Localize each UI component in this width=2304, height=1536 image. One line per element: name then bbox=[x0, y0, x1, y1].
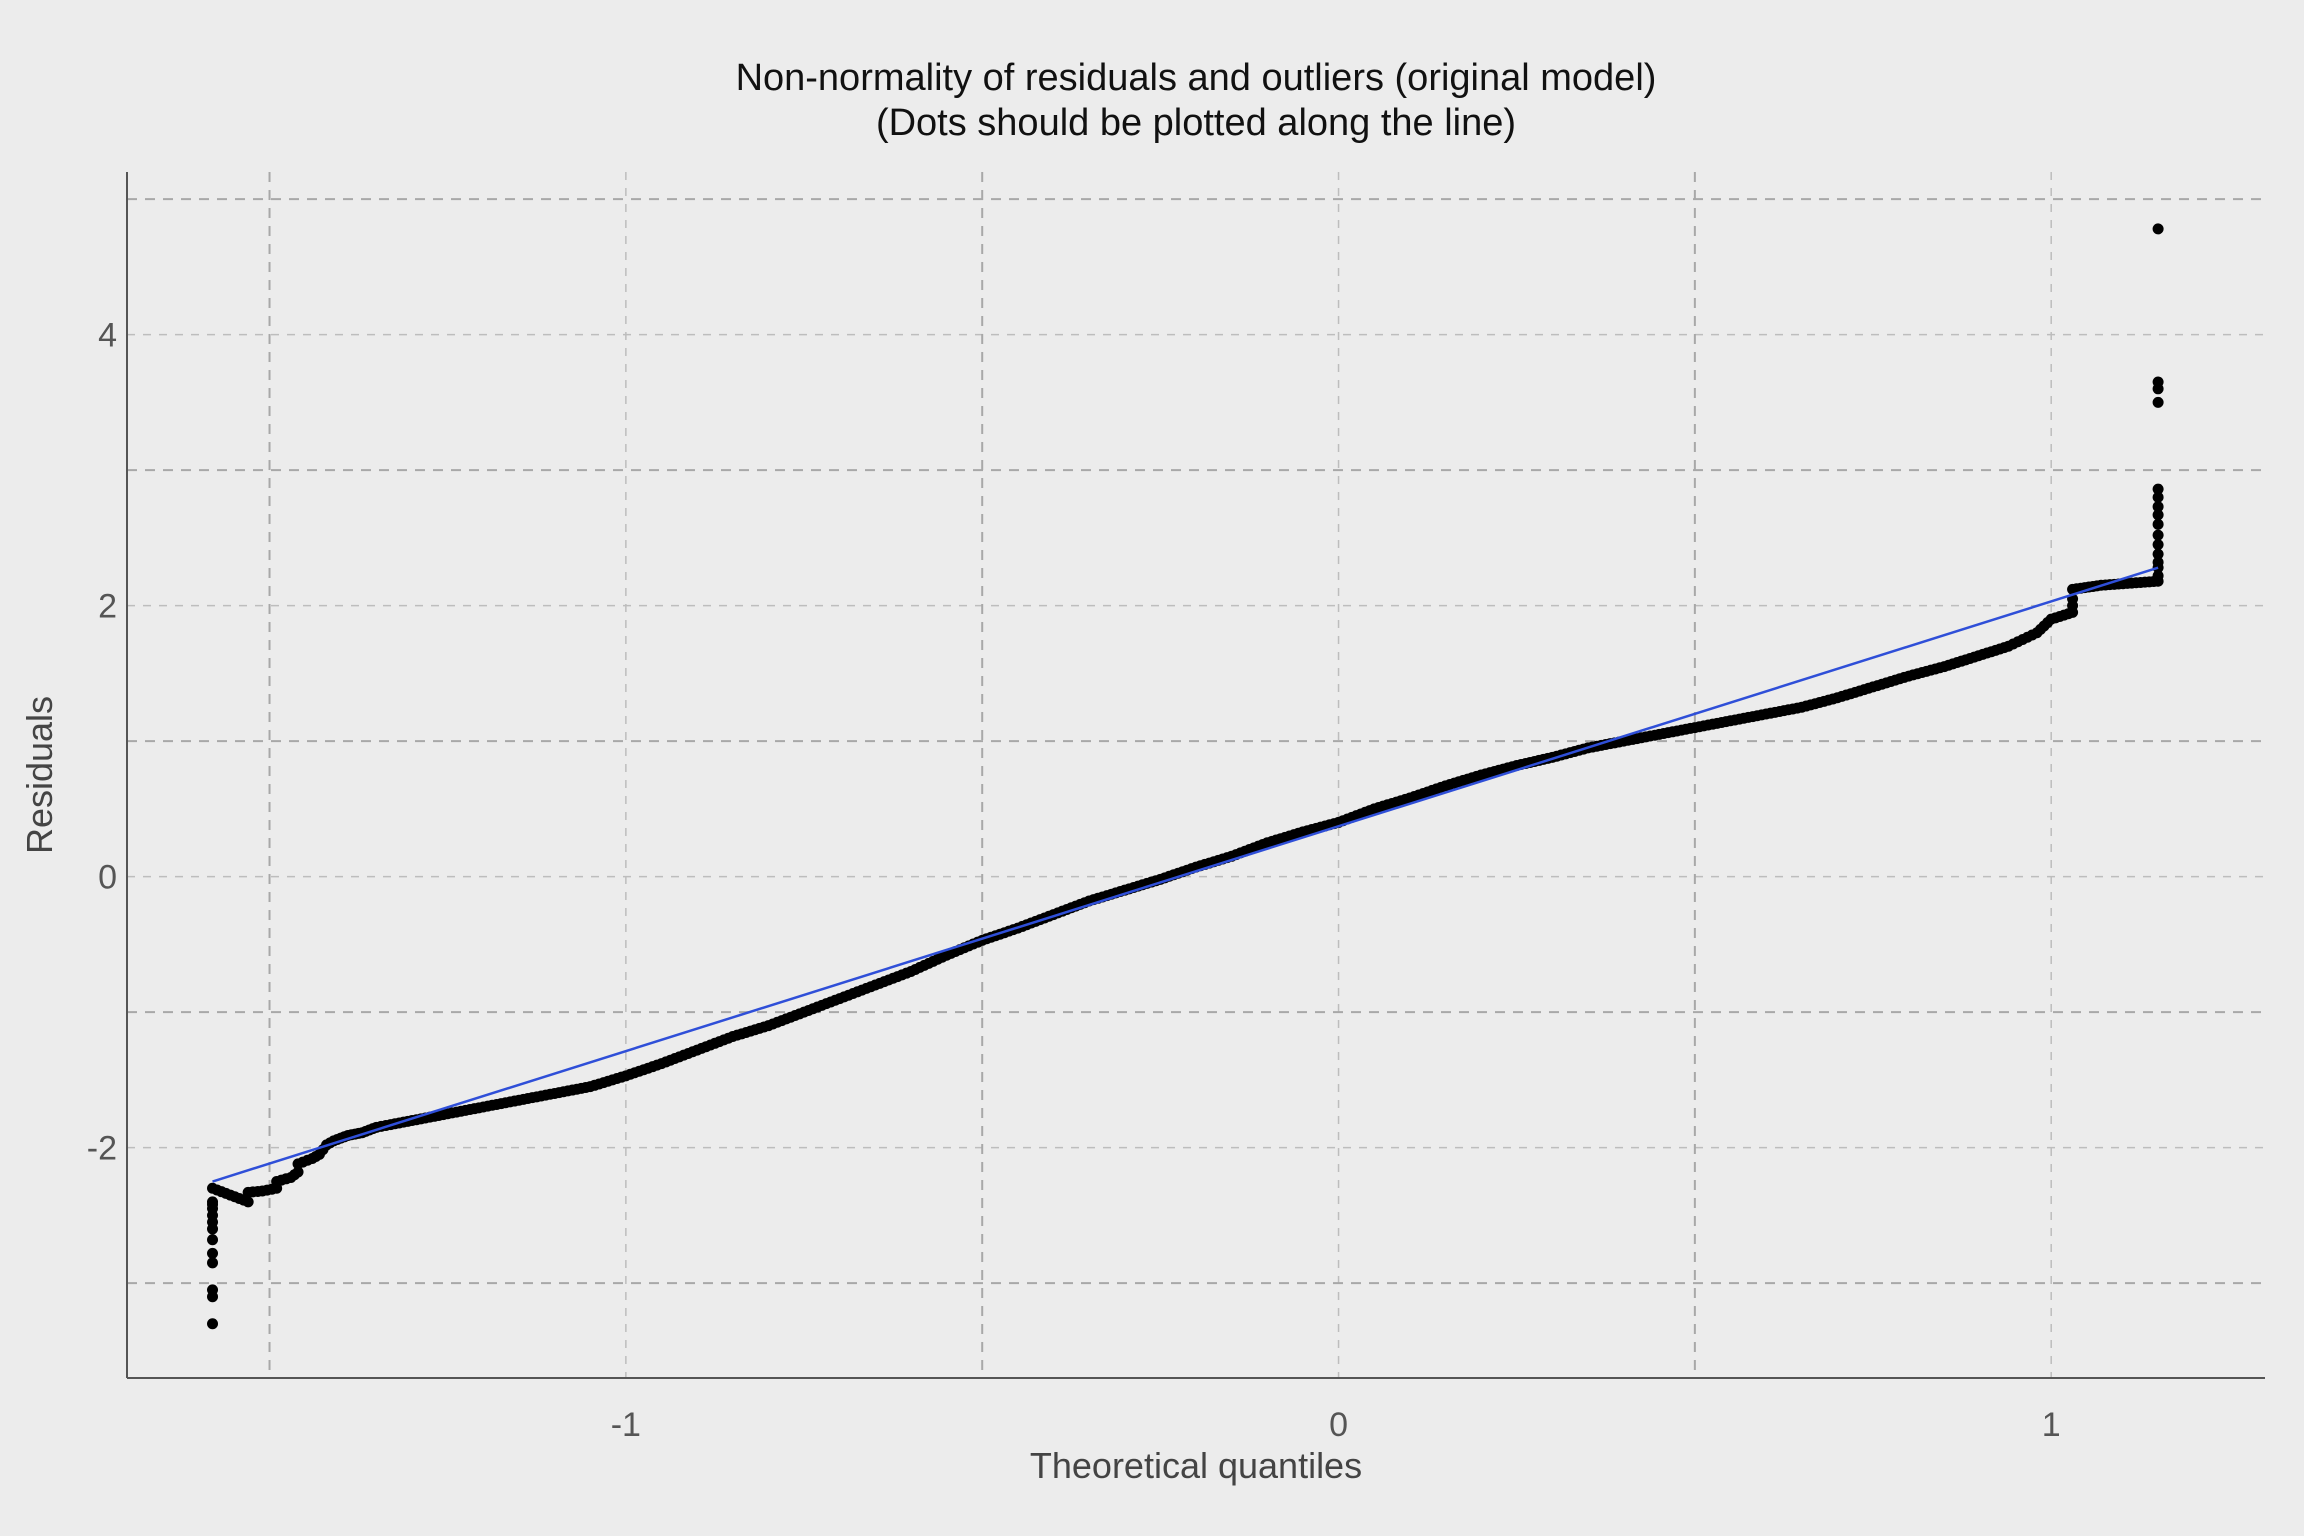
x-tick-label: -1 bbox=[611, 1406, 641, 1444]
x-tick-labels: -1 0 1 bbox=[611, 1406, 2061, 1444]
reference-line bbox=[212, 566, 2159, 1183]
chart-subtitle: (Dots should be plotted along the line) bbox=[876, 102, 1516, 144]
data-point bbox=[207, 1284, 219, 1296]
data-point bbox=[2152, 483, 2164, 495]
data-point bbox=[2152, 223, 2164, 235]
y-tick-labels: -2 0 2 4 bbox=[87, 317, 117, 1168]
y-axis-label: Residuals bbox=[19, 696, 60, 854]
x-tick-label: 1 bbox=[2042, 1406, 2061, 1444]
y-tick-label: -2 bbox=[87, 1130, 117, 1168]
major-gridlines bbox=[127, 172, 2265, 1378]
y-tick-label: 2 bbox=[98, 588, 117, 626]
minor-gridlines bbox=[127, 172, 2265, 1378]
data-point bbox=[207, 1257, 219, 1269]
x-axis-label: Theoretical quantiles bbox=[1030, 1445, 1362, 1486]
data-point bbox=[292, 1166, 304, 1178]
data-point bbox=[2152, 396, 2164, 408]
x-tick-label: 0 bbox=[1329, 1406, 1348, 1444]
data-point bbox=[2152, 501, 2164, 513]
y-tick-label: 0 bbox=[98, 859, 117, 897]
data-point bbox=[2152, 491, 2164, 503]
data-point bbox=[207, 1247, 219, 1259]
data-point bbox=[2152, 509, 2164, 521]
data-point bbox=[2152, 376, 2164, 388]
data-point bbox=[2152, 548, 2164, 560]
data-point bbox=[207, 1196, 219, 1208]
data-point bbox=[2152, 556, 2164, 568]
data-point bbox=[2152, 529, 2164, 541]
data-point bbox=[2152, 539, 2164, 551]
data-point bbox=[207, 1234, 219, 1246]
y-tick-label: 4 bbox=[98, 317, 117, 355]
data-point bbox=[207, 1318, 219, 1330]
data-point bbox=[242, 1196, 254, 1208]
chart-title: Non-normality of residuals and outliers … bbox=[736, 57, 1657, 99]
data-point bbox=[2152, 518, 2164, 530]
data-point bbox=[2152, 570, 2164, 582]
